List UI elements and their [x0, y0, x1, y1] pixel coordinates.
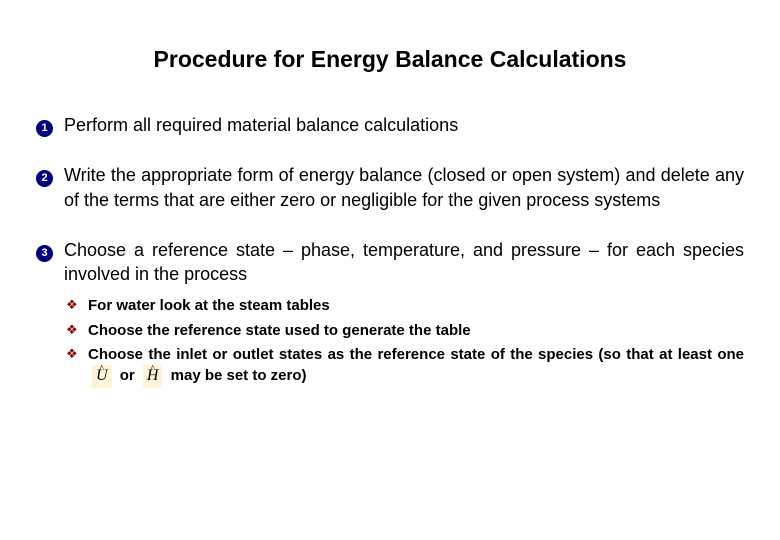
sub-list-item-text: For water look at the steam tables — [88, 296, 744, 316]
sub-list-item: ❖ Choose the reference state used to gen… — [64, 321, 744, 341]
page-title: Procedure for Energy Balance Calculation… — [36, 46, 744, 73]
list-item-text: Choose a reference state – phase, temper… — [64, 238, 744, 392]
list-item-body: Choose a reference state – phase, temper… — [64, 240, 744, 284]
sub-list-item: ❖ For water look at the steam tables — [64, 296, 744, 316]
diamond-bullet-icon: ❖ — [64, 296, 88, 314]
sub-text-mid: or — [120, 367, 135, 384]
list-marker-1: 1 — [36, 113, 64, 137]
list-marker-2: 2 — [36, 163, 64, 187]
circled-number-icon: 3 — [36, 245, 53, 262]
diamond-bullet-icon: ❖ — [64, 345, 88, 363]
slide: Procedure for Energy Balance Calculation… — [0, 0, 780, 422]
diamond-bullet-icon: ❖ — [64, 321, 88, 339]
sub-list-item-text: Choose the reference state used to gener… — [88, 321, 744, 341]
list-item: 1 Perform all required material balance … — [36, 113, 744, 137]
sub-text-post: may be set to zero) — [171, 367, 307, 384]
sub-list: ❖ For water look at the steam tables ❖ C… — [64, 296, 744, 387]
list-item: 2 Write the appropriate form of energy b… — [36, 163, 744, 212]
circled-number-icon: 2 — [36, 170, 53, 187]
sub-text-pre: Choose the inlet or outlet states as the… — [88, 346, 744, 363]
math-symbol-h: ^H — [143, 365, 163, 388]
sub-list-item: ❖ Choose the inlet or outlet states as t… — [64, 345, 744, 388]
math-symbol-u: ^U — [92, 365, 112, 388]
list-marker-3: 3 — [36, 238, 64, 262]
list-item: 3 Choose a reference state – phase, temp… — [36, 238, 744, 392]
list-item-text: Write the appropriate form of energy bal… — [64, 163, 744, 212]
circled-number-icon: 1 — [36, 120, 53, 137]
list-item-text: Perform all required material balance ca… — [64, 113, 744, 137]
sub-list-item-text: Choose the inlet or outlet states as the… — [88, 345, 744, 388]
